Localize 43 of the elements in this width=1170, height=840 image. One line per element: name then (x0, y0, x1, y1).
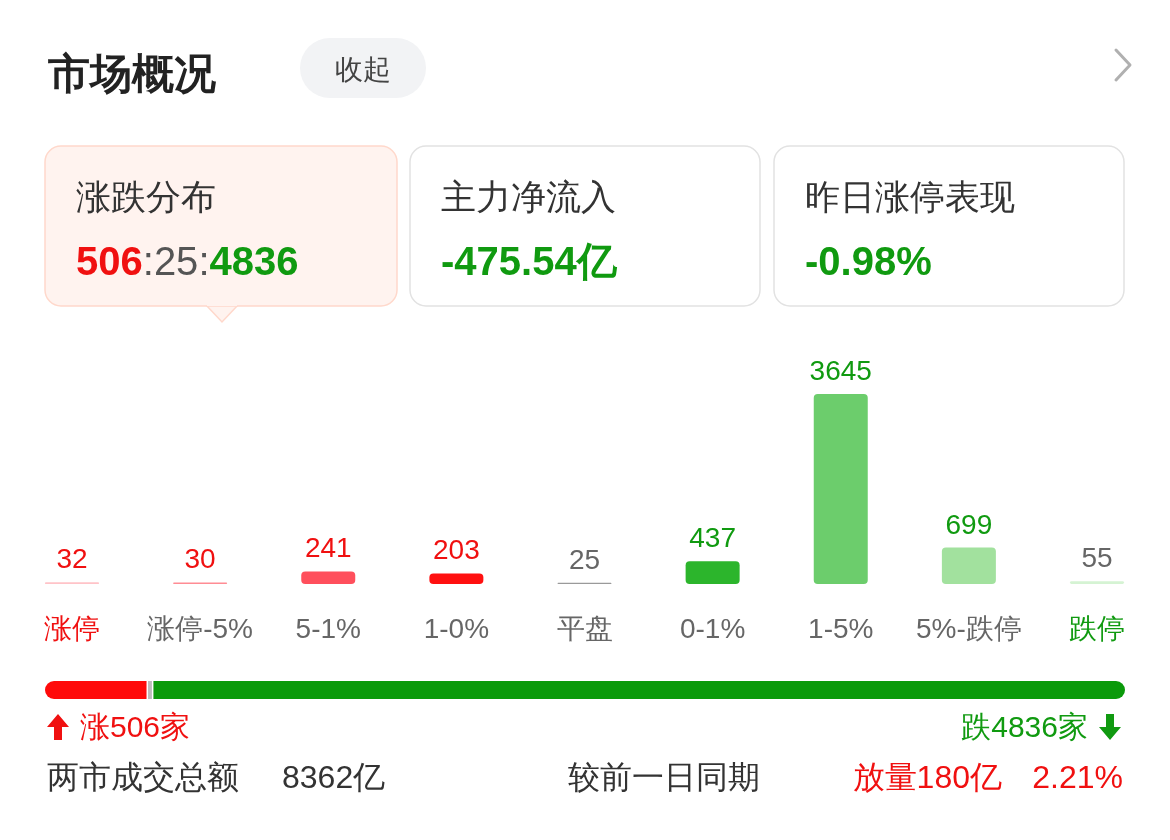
bar (301, 571, 356, 584)
text: 2.21% (1032, 759, 1123, 795)
x-tick-label: 5%-跌停 (915, 613, 1022, 644)
data-label: 30 (184, 543, 216, 575)
bar (813, 394, 868, 584)
text: 506 (76, 239, 143, 283)
text: 4836 (209, 239, 299, 283)
text: -0.98% (805, 239, 932, 283)
text: 跌4836家 (961, 710, 1088, 743)
text: 25 (153, 239, 199, 283)
x-tick-label: 1-5% (808, 613, 874, 644)
text: 主力净流入 (441, 177, 616, 216)
x-tick-label: 跌停 (1069, 613, 1125, 644)
text: 涨跌分布 (76, 177, 216, 216)
text: 涨506家 (80, 710, 191, 743)
text: -475.54亿 (441, 239, 618, 283)
x-tick-label: 涨停 (44, 613, 100, 644)
text: 收起 (335, 54, 391, 85)
x-tick-label: 1-0% (423, 613, 490, 644)
data-label: 3645 (809, 355, 872, 386)
x-tick-label: 0-1% (679, 613, 746, 644)
text: : (198, 239, 210, 283)
data-label: 25 (568, 543, 601, 575)
data-label: 32 (56, 543, 88, 575)
data-label: 699 (945, 508, 993, 540)
x-tick-label: 5-1% (295, 613, 361, 644)
text: 昨日涨停表现 (805, 177, 1015, 216)
bar (429, 573, 484, 584)
x-tick-label: 涨停-5% (147, 613, 254, 644)
data-label: 55 (1081, 542, 1113, 574)
text: : (142, 239, 154, 283)
text: 放量180亿 (852, 759, 1002, 795)
data-label: 437 (689, 522, 736, 554)
text: 较前一日同期 (568, 759, 760, 795)
bar (941, 547, 996, 584)
data-label: 241 (304, 532, 352, 564)
data-label: 203 (433, 534, 480, 566)
text: 市场概况 (47, 50, 216, 97)
text: 两市成交总额 (47, 759, 239, 795)
text: 8362亿 (282, 759, 386, 795)
x-tick-label: 平盘 (556, 613, 613, 644)
bar (1070, 581, 1124, 584)
bar (685, 561, 740, 584)
